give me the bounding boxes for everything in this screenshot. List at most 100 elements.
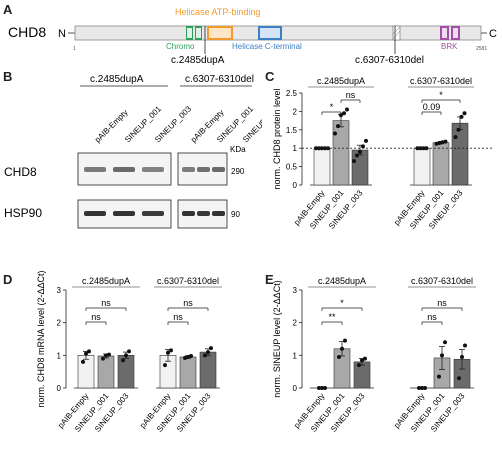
group-label: c.6307-6310del xyxy=(410,76,472,86)
data-point xyxy=(323,146,327,151)
group-label: c.2485dupA xyxy=(82,276,130,286)
data-point xyxy=(84,351,88,356)
data-point xyxy=(463,343,467,348)
significance-label: * xyxy=(439,90,443,100)
protein-name: CHD8 xyxy=(8,24,46,40)
data-point xyxy=(453,135,458,140)
blot-row-label: HSP90 xyxy=(4,206,42,220)
bar xyxy=(413,147,431,186)
y-tick-label: 2 xyxy=(57,319,62,328)
data-point xyxy=(317,386,321,390)
y-axis-label: norm. CHD8 protein level xyxy=(272,88,282,189)
start-residue: 1 xyxy=(73,46,76,52)
data-point xyxy=(423,386,427,390)
data-point xyxy=(323,386,327,390)
data-point xyxy=(320,386,324,390)
data-point xyxy=(81,359,85,364)
group-label: c.6307-6310del xyxy=(411,276,473,286)
data-point xyxy=(415,146,420,151)
data-point xyxy=(183,355,187,360)
bar xyxy=(179,356,197,389)
data-point xyxy=(459,114,464,119)
y-tick-label: 1 xyxy=(293,144,298,153)
data-point xyxy=(420,386,424,390)
bar xyxy=(199,351,217,389)
significance-label: ns xyxy=(427,312,437,322)
data-point xyxy=(361,144,365,149)
kda-label: KDa xyxy=(230,145,246,154)
helicase-c-label: Helicase C-terminal xyxy=(232,42,302,51)
data-point xyxy=(163,363,167,368)
y-axis-label: norm. CHD8 mRNA level (2-ΔΔCt) xyxy=(36,270,46,407)
data-point xyxy=(343,338,347,343)
significance-label: ns xyxy=(183,298,193,308)
y-tick-label: 1 xyxy=(57,351,62,360)
bar xyxy=(353,361,371,389)
y-tick-label: 1.5 xyxy=(286,126,298,135)
data-point xyxy=(340,346,344,351)
bar xyxy=(332,120,350,186)
data-point xyxy=(107,352,111,357)
data-point xyxy=(443,340,447,345)
size-marker: 90 xyxy=(231,210,240,219)
data-point xyxy=(460,354,464,359)
significance-label: * xyxy=(330,102,334,112)
data-point xyxy=(357,363,361,368)
lane-labels-group1: pAIB-Empty SINEUP_001 SINEUP_003 xyxy=(93,104,193,144)
hatched-region xyxy=(392,25,401,41)
y-tick-label: 2.5 xyxy=(286,89,298,98)
group-label: c.2485dupA xyxy=(317,76,365,86)
chart-d: 0 1 2 3 norm. CHD8 mRNA level (2-ΔΔCt) c.2485… xyxy=(36,270,222,434)
y-tick-label: 0.5 xyxy=(286,163,298,172)
data-point xyxy=(437,141,442,146)
panel-letter-c: C xyxy=(265,69,275,84)
panel-letter-b: B xyxy=(3,69,13,84)
y-tick-label: 0 xyxy=(293,384,298,393)
significance-label: 0.09 xyxy=(423,102,441,112)
data-point xyxy=(203,353,207,358)
bar xyxy=(351,149,369,186)
data-point xyxy=(360,358,364,363)
data-point xyxy=(457,376,461,381)
significance-label: ns xyxy=(437,298,447,308)
data-point xyxy=(186,354,190,359)
data-point xyxy=(87,349,91,354)
data-point xyxy=(456,127,461,132)
data-point xyxy=(418,146,423,151)
blot-row-label: CHD8 xyxy=(4,165,37,179)
size-marker: 290 xyxy=(231,167,245,176)
y-tick-label: 2 xyxy=(293,107,298,116)
panel-letter-e: E xyxy=(265,272,274,287)
bar xyxy=(313,147,331,186)
data-point xyxy=(339,113,343,118)
data-point xyxy=(345,107,349,112)
data-point xyxy=(104,353,108,358)
data-point xyxy=(443,139,448,144)
data-point xyxy=(101,356,105,361)
chart-c: 0 0.5 1 1.5 2 2.5 norm. CHD8 protein level c.24… xyxy=(272,76,494,231)
y-tick-label: 3 xyxy=(293,286,298,295)
data-point xyxy=(124,353,128,358)
group-label: c.2485dupA xyxy=(318,276,366,286)
significance-label: ns xyxy=(101,298,111,308)
bar xyxy=(77,355,95,389)
data-point xyxy=(352,159,356,164)
blot-group1-label: c.2485dupA xyxy=(90,74,144,85)
y-tick-label: 0 xyxy=(293,181,298,190)
data-point xyxy=(364,138,368,143)
y-tick-label: 0 xyxy=(57,384,62,393)
data-point xyxy=(127,349,131,354)
bar xyxy=(117,355,135,389)
mutation-1-label: c.2485dupA xyxy=(171,55,225,66)
data-point xyxy=(189,353,193,358)
significance-label: ns xyxy=(91,312,101,322)
data-point xyxy=(434,141,439,146)
n-terminus-label: N xyxy=(58,28,66,40)
y-tick-label: 3 xyxy=(57,286,62,295)
data-point xyxy=(337,354,341,359)
bar xyxy=(97,355,115,389)
significance-label: * xyxy=(340,298,344,308)
y-tick-label: 2 xyxy=(293,319,298,328)
brk-label: BRK xyxy=(441,42,458,51)
data-point xyxy=(417,386,421,390)
